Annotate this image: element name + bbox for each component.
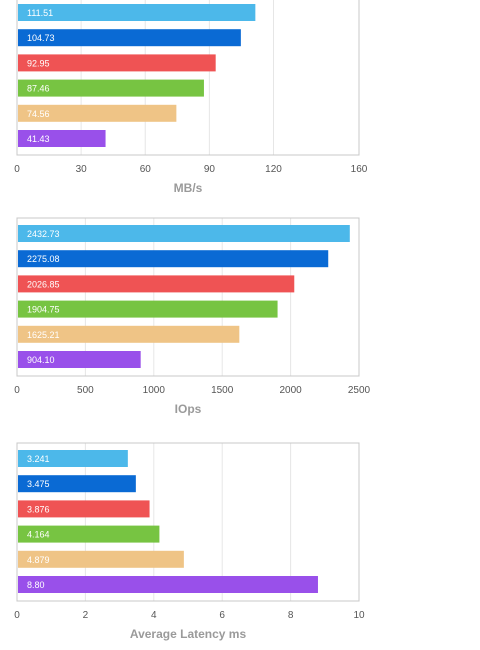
- throughput-bar-value-label: 92.95: [27, 58, 50, 68]
- iops-bar: [18, 250, 329, 268]
- throughput-bar: [18, 4, 256, 21]
- latency-tick-label: 0: [14, 610, 20, 621]
- latency-tick-label: 10: [353, 610, 365, 621]
- throughput-plot-frame: [16, 0, 360, 156]
- throughput-bar-value-label: 87.46: [27, 84, 50, 94]
- latency-axis-title: Average Latency ms: [130, 627, 247, 641]
- iops-axis-title: IOps: [175, 402, 202, 416]
- iops-tick-label: 1500: [211, 385, 234, 396]
- latency-bar-value-label: 3.241: [27, 454, 50, 464]
- iops-bar-value-label: 2026.85: [27, 279, 60, 289]
- iops-bar: [18, 325, 240, 343]
- throughput-bar: [18, 54, 216, 72]
- iops-bar-value-label: 2432.73: [27, 229, 60, 239]
- throughput-tick-label: 160: [351, 164, 368, 175]
- chart-iops-svg: 2432.73 2275.08 2026.85 1904.75 1625.21 904.1…: [14, 217, 371, 416]
- chart-latency: 3.241 3.475 3.876 4.164 4.879 8.80 0 2 4 6 8 10 Aver…: [0, 435, 480, 650]
- latency-bar: [18, 576, 318, 593]
- iops-bar: [18, 351, 141, 368]
- iops-tick-label: 2000: [279, 385, 302, 396]
- iops-bar-value-label: 904.10: [27, 355, 55, 365]
- iops-tick-label: 0: [14, 385, 20, 396]
- throughput-bar: [18, 79, 204, 97]
- latency-tick-label: 6: [219, 610, 225, 621]
- throughput-tick-label: 30: [76, 164, 88, 175]
- chart-iops: 2432.73 2275.08 2026.85 1904.75 1625.21 904.1…: [0, 210, 480, 430]
- throughput-bar: [18, 29, 241, 47]
- iops-bar-value-label: 1904.75: [27, 305, 60, 315]
- throughput-bar-value-label: 111.51: [27, 8, 53, 18]
- latency-bar: [18, 525, 160, 543]
- iops-plot-frame: [16, 217, 360, 377]
- throughput-tick-label: 60: [140, 164, 152, 175]
- iops-bar: [18, 300, 278, 318]
- latency-bar: [18, 500, 150, 518]
- latency-bar-value-label: 3.475: [27, 479, 50, 489]
- throughput-bar: [18, 130, 106, 147]
- throughput-bar-value-label: 104.73: [27, 33, 55, 43]
- latency-tick-label: 8: [288, 610, 294, 621]
- throughput-axis-title: MB/s: [174, 181, 203, 195]
- throughput-bar: [18, 104, 177, 122]
- latency-bar: [18, 450, 128, 467]
- throughput-tick-label: 0: [14, 164, 20, 175]
- latency-bar-value-label: 4.879: [27, 555, 50, 565]
- latency-bar: [18, 550, 184, 568]
- chart-throughput-svg: 111.51 104.73 92.95 87.46 74.56 41.43 0 30 60 90 1…: [14, 0, 368, 195]
- chart-throughput: 111.51 104.73 92.95 87.46 74.56 41.43 0 30 60 90 1…: [0, 0, 480, 200]
- latency-tick-label: 4: [151, 610, 157, 621]
- iops-bar: [18, 225, 350, 242]
- latency-bar-value-label: 3.876: [27, 504, 50, 514]
- throughput-tick-label: 120: [265, 164, 282, 175]
- latency-tick-label: 2: [83, 610, 89, 621]
- latency-plot-frame: [16, 442, 360, 602]
- latency-bar: [18, 475, 136, 493]
- throughput-bar-value-label: 41.43: [27, 134, 50, 144]
- latency-bar-value-label: 4.164: [27, 530, 50, 540]
- iops-tick-label: 1000: [143, 385, 166, 396]
- latency-bar-value-label: 8.80: [27, 580, 45, 590]
- iops-bar-value-label: 2275.08: [27, 254, 60, 264]
- iops-tick-label: 2500: [348, 385, 371, 396]
- iops-bar: [18, 275, 295, 293]
- throughput-bar-value-label: 74.56: [27, 109, 50, 119]
- chart-latency-svg: 3.241 3.475 3.876 4.164 4.879 8.80 0 2 4 6 8 10 Aver…: [14, 442, 365, 641]
- iops-bar-value-label: 1625.21: [27, 330, 60, 340]
- iops-tick-label: 500: [77, 385, 94, 396]
- throughput-tick-label: 90: [204, 164, 216, 175]
